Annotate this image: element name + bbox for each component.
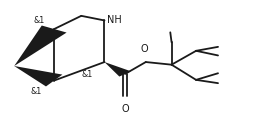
Text: NH: NH [107, 15, 121, 25]
Polygon shape [104, 62, 131, 77]
Text: &1: &1 [30, 87, 41, 96]
Text: O: O [121, 104, 129, 114]
Text: &1: &1 [34, 16, 45, 25]
Polygon shape [14, 25, 67, 66]
Polygon shape [14, 66, 62, 86]
Text: &1: &1 [82, 70, 93, 79]
Text: O: O [141, 44, 148, 54]
